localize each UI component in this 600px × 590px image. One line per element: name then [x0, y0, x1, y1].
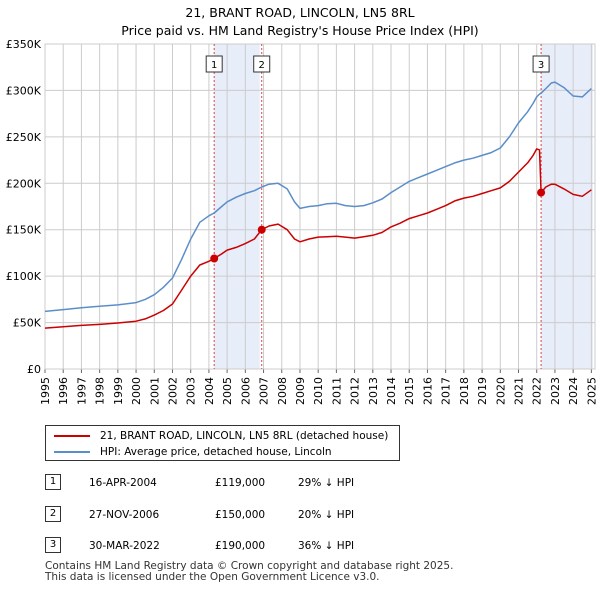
x-tick-label: 2013: [367, 377, 380, 405]
x-tick-label: 1995: [39, 377, 52, 405]
footer-copyright: Contains HM Land Registry data © Crown c…: [45, 560, 454, 572]
footer-licence: This data is licensed under the Open Gov…: [45, 571, 380, 583]
legend-swatch-property: [54, 435, 90, 437]
transaction-row: 1 16-APR-2004 £119,000 29% ↓ HPI: [45, 473, 465, 493]
transaction-hpi-diff: 20% ↓ HPI: [298, 509, 355, 521]
y-tick-label: £250K: [6, 131, 42, 144]
y-tick-label: £350K: [6, 38, 42, 51]
x-tick-label: 2015: [403, 377, 416, 405]
grid-layer: [44, 43, 595, 373]
transaction-hpi-diff: 36% ↓ HPI: [298, 540, 355, 552]
transaction-price: £190,000: [215, 540, 266, 552]
transaction-date: 30-MAR-2022: [89, 540, 160, 552]
transaction-badge: 3: [45, 537, 61, 553]
x-tick-label: 2002: [166, 377, 179, 405]
x-tick-label: 2000: [130, 377, 143, 405]
price-chart: 1 2 3 £0 £50K £100K £150K £200K £250K £300K £350K…: [6, 38, 599, 405]
transaction-badge: 1: [45, 474, 61, 490]
x-tick-label: 2018: [458, 377, 471, 405]
x-tick-label: 2010: [312, 377, 325, 405]
series-layer: [44, 81, 592, 329]
sale-point: [210, 254, 219, 263]
sale-label-box: [253, 55, 271, 73]
x-tick-label: 2024: [567, 377, 580, 405]
sale-shade-region: [541, 44, 593, 369]
legend-swatch-hpi: [54, 451, 90, 453]
property-price-line: [44, 148, 592, 329]
y-tick-label: £300K: [6, 84, 42, 97]
chart-title-line1: 21, BRANT ROAD, LINCOLN, LN5 8RL: [185, 5, 415, 20]
legend: 21, BRANT ROAD, LINCOLN, LN5 8RL (detach…: [45, 425, 400, 461]
hpi-line: [44, 81, 592, 313]
sale-point: [537, 188, 546, 197]
legend-label-property: 21, BRANT ROAD, LINCOLN, LN5 8RL (detach…: [100, 430, 389, 442]
x-tick-label: 2006: [239, 377, 252, 405]
y-tick-label: £200K: [6, 177, 42, 190]
x-tick-label: 2025: [585, 377, 598, 405]
x-tick-label: 2004: [203, 377, 216, 405]
x-tick-label: 1999: [112, 377, 125, 405]
chart-title-line2: Price paid vs. HM Land Registry's House …: [121, 23, 479, 38]
x-tick-label: 1998: [94, 377, 107, 405]
transaction-row: 3 30-MAR-2022 £190,000 36% ↓ HPI: [45, 536, 465, 556]
footer: Contains HM Land Registry data © Crown c…: [45, 561, 453, 583]
sale-label-number: 2: [259, 60, 265, 71]
transaction-price: £119,000: [215, 477, 266, 489]
legend-label-hpi: HPI: Average price, detached house, Linc…: [100, 446, 332, 458]
x-tick-label: 2005: [221, 377, 234, 405]
sale-label-number: 1: [211, 60, 217, 71]
x-tick-label: 1996: [57, 377, 70, 405]
x-tick-label: 2019: [476, 377, 489, 405]
x-tick-label: 2003: [185, 377, 198, 405]
plot-frame: [44, 43, 596, 370]
transaction-hpi-diff: 29% ↓ HPI: [298, 477, 355, 489]
sale-label-box: [205, 55, 223, 73]
x-tick-label: 2014: [385, 377, 398, 405]
y-tick-label: £150K: [6, 224, 42, 237]
sale-point: [257, 225, 266, 234]
y-tick-label: £100K: [6, 270, 42, 283]
x-tick-label: 2009: [294, 377, 307, 405]
transaction-price: £150,000: [215, 509, 266, 521]
transaction-date: 16-APR-2004: [89, 477, 157, 489]
x-tick-label: 1997: [75, 377, 88, 405]
transaction-date: 27-NOV-2006: [89, 509, 160, 521]
sale-points: [210, 188, 546, 263]
chart-title: 21, BRANT ROAD, LINCOLN, LN5 8RL Price p…: [0, 4, 600, 40]
sale-label-number: 3: [538, 60, 544, 71]
x-tick-label: 2020: [494, 377, 507, 405]
x-tick-label: 2008: [276, 377, 289, 405]
x-tick-label: 2017: [440, 377, 453, 405]
x-tick-label: 2007: [258, 377, 271, 405]
y-axis-ticks: £0 £50K £100K £150K £200K £250K £300K £350K: [6, 38, 42, 376]
transaction-badge: 2: [45, 506, 61, 522]
x-tick-label: 2001: [148, 377, 161, 405]
x-tick-label: 2021: [513, 377, 526, 405]
transaction-row: 2 27-NOV-2006 £150,000 20% ↓ HPI: [45, 505, 465, 525]
x-tick-label: 2011: [330, 377, 343, 405]
sale-labels: 1 2 3: [205, 55, 550, 73]
x-tick-label: 2016: [421, 377, 434, 405]
sale-label-box: [532, 55, 550, 73]
x-tick-label: 2023: [549, 377, 562, 405]
y-tick-label: £0: [27, 363, 41, 376]
sale-shade-layer: [214, 44, 593, 369]
x-tick-label: 2022: [531, 377, 544, 405]
x-axis-ticks: 1995 1996 1997 1998 1999 2000 2001 2002 2003 2004…: [39, 377, 598, 405]
y-tick-label: £50K: [13, 317, 42, 330]
x-tick-label: 2012: [349, 377, 362, 405]
